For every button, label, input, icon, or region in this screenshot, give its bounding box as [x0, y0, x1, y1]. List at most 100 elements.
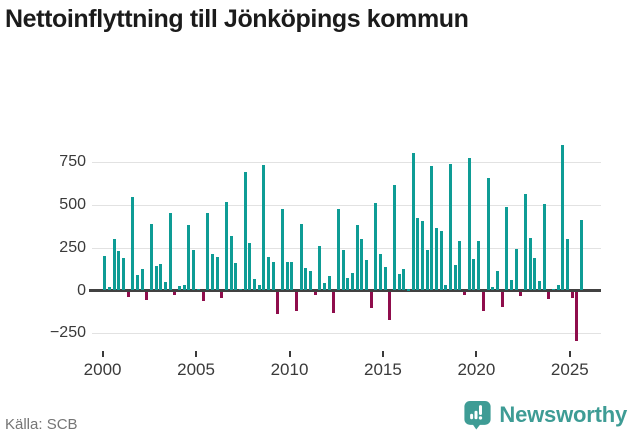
bar-2013-Q2 [351, 272, 355, 291]
bar-2023-Q3 [542, 204, 546, 291]
bar-2023-Q1 [533, 258, 537, 291]
bar-2013-Q1 [346, 277, 350, 291]
bar-2009-Q3 [280, 209, 284, 291]
bar-2024-Q2 [556, 285, 560, 291]
bar-2023-Q4 [547, 292, 551, 299]
bar-2012-Q4 [341, 250, 345, 291]
bar-2018-Q3 [449, 164, 453, 291]
bar-2008-Q3 [262, 164, 266, 291]
bar-2000-Q2 [108, 287, 112, 291]
newsworthy-logo-text: Newsworthy [499, 402, 627, 427]
gridline-250 [92, 247, 601, 249]
bar-2004-Q2 [182, 284, 186, 291]
newsworthy-speech-bubble-chart-icon [463, 400, 492, 430]
bar-2006-Q1 [215, 257, 219, 291]
bar-2018-Q1 [439, 230, 443, 291]
bar-2006-Q4 [229, 236, 233, 291]
bar-2010-Q1 [290, 262, 294, 291]
bar-2025-Q3 [579, 220, 583, 291]
bar-2008-Q1 [252, 279, 256, 291]
bar-2017-Q2 [425, 249, 429, 291]
bar-2005-Q3 [206, 212, 210, 291]
bar-2000-Q4 [117, 251, 121, 291]
bar-2025-Q1 [570, 292, 574, 298]
bar-2012-Q1 [327, 275, 331, 291]
bar-2010-Q4 [304, 268, 308, 291]
bar-2011-Q2 [313, 292, 317, 295]
bar-2020-Q1 [477, 240, 481, 291]
bar-2007-Q2 [238, 288, 242, 291]
bar-2007-Q1 [234, 263, 238, 291]
bar-2023-Q2 [537, 281, 541, 291]
bar-2004-Q1 [178, 286, 182, 291]
bar-2003-Q4 [173, 292, 177, 296]
bar-2022-Q4 [528, 238, 532, 291]
x-tick-2020 [475, 351, 478, 357]
bar-2006-Q3 [224, 201, 228, 291]
gridline-750 [92, 162, 601, 164]
bar-2001-Q3 [131, 197, 135, 291]
bar-2017-Q1 [421, 221, 425, 291]
newsworthy-logo: Newsworthy [463, 400, 627, 430]
bar-2000-Q1 [103, 256, 107, 291]
bar-2009-Q2 [276, 292, 280, 315]
x-tick-2005 [195, 351, 198, 357]
bar-2016-Q2 [407, 289, 411, 291]
gridline-500 [92, 205, 601, 207]
zero-axis-line [89, 289, 601, 292]
bar-2002-Q4 [154, 265, 158, 291]
bar-2021-Q1 [495, 270, 499, 291]
bar-2003-Q1 [159, 264, 163, 291]
bar-2018-Q4 [453, 264, 457, 291]
y-tick-label--250: −250 [49, 324, 86, 342]
bar-2020-Q4 [491, 287, 495, 291]
x-tick-label-2005: 2005 [177, 360, 215, 379]
x-tick-label-2020: 2020 [457, 360, 496, 379]
gridline--250 [92, 333, 601, 335]
bar-2009-Q1 [271, 262, 275, 291]
y-tick-label-750: 750 [59, 153, 86, 171]
bar-2005-Q4 [210, 253, 214, 291]
bar-2011-Q4 [322, 282, 326, 291]
bar-2015-Q1 [383, 267, 387, 291]
bar-2009-Q4 [285, 262, 289, 291]
bar-2014-Q4 [379, 253, 383, 291]
x-tick-2010 [288, 351, 291, 357]
x-tick-2025 [568, 351, 571, 357]
bar-2021-Q2 [500, 292, 504, 308]
bar-2022-Q3 [523, 193, 527, 291]
bar-2021-Q3 [505, 206, 509, 291]
bar-2014-Q2 [369, 292, 373, 309]
bar-2022-Q1 [514, 248, 518, 291]
bar-2016-Q4 [416, 217, 420, 291]
x-tick-label-2015: 2015 [364, 360, 402, 379]
bar-2017-Q4 [435, 228, 439, 291]
bar-2024-Q3 [561, 145, 565, 291]
source-credit: Källa: SCB [5, 416, 78, 433]
page-title: Nettoinflyttning till Jönköpings kommun [5, 5, 469, 33]
bar-2011-Q3 [318, 246, 322, 291]
bar-2016-Q1 [402, 269, 406, 291]
bar-2002-Q1 [140, 269, 144, 291]
bar-2017-Q3 [430, 165, 434, 291]
bar-2020-Q3 [486, 177, 490, 291]
bar-2008-Q4 [266, 257, 270, 291]
bar-2004-Q3 [187, 224, 191, 291]
bar-2018-Q2 [444, 284, 448, 291]
bar-2012-Q3 [337, 209, 340, 291]
bar-2001-Q1 [122, 258, 126, 291]
bar-2000-Q3 [112, 239, 116, 291]
bar-2006-Q2 [220, 292, 224, 298]
bar-2010-Q2 [294, 292, 298, 311]
bar-2002-Q2 [145, 292, 149, 300]
y-tick-label-500: 500 [59, 196, 86, 214]
bar-2025-Q2 [575, 292, 579, 341]
bar-2003-Q3 [168, 212, 172, 291]
bar-2019-Q1 [458, 240, 462, 291]
bar-2024-Q1 [551, 288, 555, 291]
x-tick-2000 [101, 351, 104, 357]
bar-2019-Q3 [467, 158, 471, 291]
bar-2004-Q4 [192, 249, 196, 291]
bar-2015-Q4 [397, 274, 401, 291]
